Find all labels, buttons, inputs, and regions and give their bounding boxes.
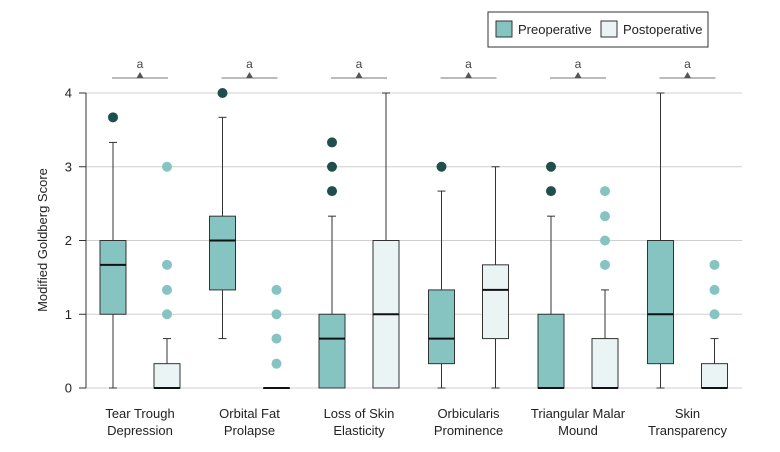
box-body xyxy=(153,363,181,389)
box-postoperative-3 xyxy=(482,166,509,389)
box-postoperative-1 xyxy=(263,284,290,389)
outlier-point-0 xyxy=(271,358,282,369)
outlier-point-2 xyxy=(709,259,720,270)
category-label-0-0: Tear Trough xyxy=(105,406,174,421)
sig-label-1: a xyxy=(246,57,253,71)
legend: Preoperative Postoperative xyxy=(487,11,709,48)
legend-frame xyxy=(487,11,709,48)
outlier-point-2 xyxy=(271,309,282,320)
box-body xyxy=(318,313,346,389)
category-label-4-1: Mound xyxy=(558,423,598,438)
sig-triangle-2 xyxy=(355,72,363,78)
y-axis-label: Modified Goldberg Score xyxy=(35,168,50,312)
category-label-3-1: Prominence xyxy=(434,423,503,438)
sig-label-0: a xyxy=(137,57,144,71)
boxes xyxy=(99,88,728,389)
sig-triangle-3 xyxy=(465,72,472,78)
outlier-point-1 xyxy=(162,284,172,295)
category-label-4-0: Triangular Malar xyxy=(531,406,626,421)
outlier-point-2 xyxy=(327,137,337,148)
sig-triangle-5 xyxy=(684,72,691,78)
category-label-1-1: Prolapse xyxy=(224,423,275,438)
box-postoperative-5 xyxy=(701,259,728,389)
category-label-2-0: Loss of Skin xyxy=(324,406,395,421)
sig-triangle-0 xyxy=(136,72,144,78)
grid-lines xyxy=(86,92,742,389)
sig-label-2: a xyxy=(356,57,363,71)
outlier-point-1 xyxy=(271,333,282,344)
box-body xyxy=(701,363,728,389)
box-postoperative-0 xyxy=(153,161,181,389)
outlier-point-0 xyxy=(327,186,337,197)
outlier-point-2 xyxy=(162,259,172,270)
outlier-point-3 xyxy=(162,161,172,172)
outlier-point-1 xyxy=(546,161,556,172)
legend-swatch-preoperative xyxy=(495,20,513,38)
category-labels: Tear Trough Depression Orbital Fat Prolapse… xyxy=(105,406,727,438)
box-preoperative-5 xyxy=(647,92,674,389)
outlier-point-1 xyxy=(600,235,610,246)
category-label-3-0: Orbicularis xyxy=(437,406,500,421)
box-body xyxy=(99,240,127,315)
outlier-point-2 xyxy=(600,211,610,222)
box-body xyxy=(647,240,674,365)
box-body xyxy=(537,313,565,389)
box-preoperative-1 xyxy=(209,88,236,340)
outlier-point-1 xyxy=(709,284,720,295)
box-body xyxy=(428,289,455,365)
outlier-point-0 xyxy=(217,88,228,98)
outlier-point-3 xyxy=(271,284,282,295)
legend-label-preoperative: Preoperative xyxy=(518,22,592,37)
sig-label-3: a xyxy=(465,57,472,71)
legend-swatch-postoperative xyxy=(600,20,618,38)
category-label-5-1: Transparency xyxy=(648,423,727,438)
y-tick-label-1: 1 xyxy=(65,307,72,322)
y-tick-label-4: 4 xyxy=(65,86,72,101)
box-body xyxy=(209,215,236,291)
legend-label-postoperative: Postoperative xyxy=(623,22,703,37)
box-postoperative-4 xyxy=(591,186,619,389)
box-preoperative-0 xyxy=(99,112,127,389)
box-preoperative-2 xyxy=(318,137,346,389)
outlier-point-0 xyxy=(108,112,118,123)
sig-label-4: a xyxy=(575,57,582,71)
outlier-point-3 xyxy=(600,186,610,197)
outlier-point-0 xyxy=(600,259,610,270)
box-body xyxy=(591,338,619,389)
category-label-0-1: Depression xyxy=(107,423,173,438)
sig-triangle-4 xyxy=(574,72,582,78)
box-preoperative-4 xyxy=(537,161,565,389)
outlier-point-0 xyxy=(436,161,447,172)
box-preoperative-3 xyxy=(428,161,455,389)
y-tick-label-2: 2 xyxy=(65,233,72,248)
outlier-point-0 xyxy=(709,309,720,320)
sig-triangle-1 xyxy=(246,72,253,78)
y-tick-label-3: 3 xyxy=(65,159,72,174)
outlier-point-0 xyxy=(162,309,172,320)
category-label-1-0: Orbital Fat xyxy=(219,406,280,421)
box-body xyxy=(482,264,509,340)
sig-label-5: a xyxy=(684,57,691,71)
y-tick-label-0: 0 xyxy=(65,381,72,396)
y-axis: 0 1 2 3 4 xyxy=(65,86,87,396)
outlier-point-1 xyxy=(327,161,337,172)
category-label-5-0: Skin xyxy=(675,406,700,421)
category-label-2-1: Elasticity xyxy=(333,423,385,438)
box-postoperative-2 xyxy=(372,92,400,389)
outlier-point-0 xyxy=(546,186,556,197)
